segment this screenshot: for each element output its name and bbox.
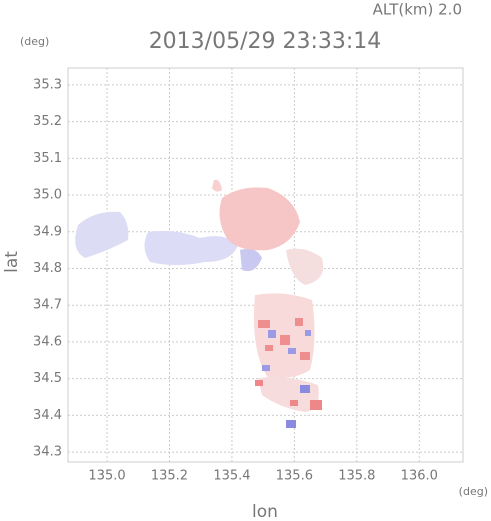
chart-title: 2013/05/29 23:33:14 [149, 29, 382, 54]
y-tick-label: 34.7 [33, 298, 62, 313]
echo-cell [286, 385, 310, 428]
x-tick-label: 136.0 [401, 469, 438, 484]
y-tick-label: 34.3 [33, 445, 62, 460]
x-tick-label: 135.6 [276, 469, 313, 484]
echo-region [240, 248, 262, 272]
x-tick-label: 135.2 [151, 469, 188, 484]
y-tick-label: 35.2 [33, 114, 62, 129]
echo-region [144, 230, 238, 265]
echo-region [75, 211, 129, 258]
x-unit: (deg) [459, 485, 488, 498]
y-tick-label: 34.5 [33, 371, 62, 386]
x-tick-label: 135.0 [88, 469, 125, 484]
echo-region [258, 377, 319, 412]
plot-area: 135.0 135.2 135.4 135.6 135.8 136.0 34.3 34.4 34… [33, 67, 464, 484]
echo-cell [262, 330, 311, 371]
y-tick-label: 35.0 [33, 188, 62, 203]
echo-region [286, 248, 324, 285]
y-tick-label: 34.4 [33, 408, 62, 423]
y-tick-label: 34.6 [33, 334, 62, 349]
echo-cell [258, 318, 310, 360]
echo-region [219, 187, 300, 251]
y-unit: (deg) [20, 35, 49, 48]
altitude-label: ALT(km) 2.0 [373, 1, 462, 19]
y-tick-label: 34.8 [33, 261, 62, 276]
x-tick-label: 135.4 [213, 469, 250, 484]
plot-frame [67, 67, 464, 463]
x-axis-label: lon [252, 502, 278, 521]
echo-region [212, 179, 222, 192]
y-tick-label: 35.3 [33, 77, 62, 92]
echo-cell [255, 380, 322, 410]
x-tick-label: 135.8 [338, 469, 375, 484]
y-tick-label: 34.9 [33, 224, 62, 239]
y-axis-label: lat [2, 251, 22, 273]
radar-echo [75, 179, 324, 428]
y-tick-label: 35.1 [33, 151, 62, 166]
